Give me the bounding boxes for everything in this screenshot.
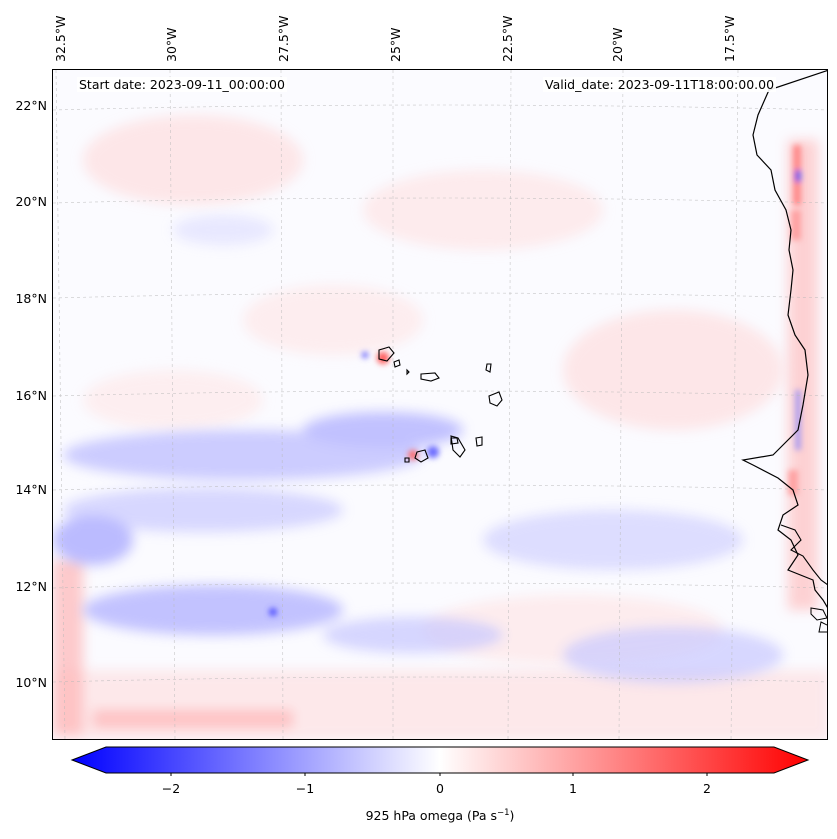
lat-label-22n: 22°N bbox=[15, 98, 47, 113]
colorbar-tick-neg2: −2 bbox=[161, 781, 181, 796]
omega-field bbox=[53, 70, 827, 739]
colorbar-label: 925 hPa omega (Pa s−1) bbox=[365, 808, 515, 824]
lat-label-16n: 16°N bbox=[15, 388, 47, 403]
colorbar-tick-1: 1 bbox=[569, 781, 577, 796]
start-date-text: Start date: 2023-09-11_00:00:00 bbox=[77, 77, 287, 92]
lon-label-32-5w: 32.5°W bbox=[53, 15, 68, 62]
guinea-coast bbox=[780, 524, 827, 585]
colorbar-body bbox=[70, 746, 810, 774]
lon-label-30w: 30°W bbox=[164, 27, 179, 62]
valid-date-text: Valid_date: 2023-09-11T18:00:00.00 bbox=[543, 77, 777, 92]
colorbar-tick-2: 2 bbox=[703, 781, 711, 796]
bissagos-islands bbox=[810, 607, 827, 633]
lon-label-27-5w: 27.5°W bbox=[276, 15, 291, 62]
cape-verde-islands bbox=[378, 346, 503, 463]
coastal-features bbox=[269, 145, 801, 616]
graticule bbox=[53, 70, 827, 739]
lat-label-12n: 12°N bbox=[15, 579, 47, 594]
lon-label-17-5w: 17.5°W bbox=[722, 15, 737, 62]
map-panel[interactable] bbox=[52, 69, 828, 740]
colorbar-ticks bbox=[170, 773, 708, 776]
lat-label-18n: 18°N bbox=[15, 291, 47, 306]
lon-label-22-5w: 22.5°W bbox=[500, 15, 515, 62]
colorbar-tick-neg1: −1 bbox=[295, 781, 315, 796]
lon-label-25w: 25°W bbox=[388, 27, 403, 62]
negative-bands bbox=[53, 215, 783, 683]
lat-label-14n: 14°N bbox=[15, 482, 47, 497]
lon-label-20w: 20°W bbox=[610, 27, 625, 62]
africa-coastline bbox=[741, 70, 827, 608]
colorbar bbox=[70, 746, 810, 776]
colorbar-tick-0: 0 bbox=[436, 781, 444, 796]
lat-label-20n: 20°N bbox=[15, 194, 47, 209]
lat-label-10n: 10°N bbox=[15, 675, 47, 690]
